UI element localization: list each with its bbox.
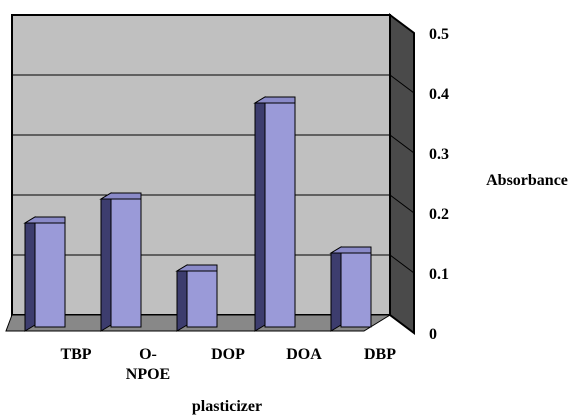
x-tick-label: DBP (364, 346, 396, 363)
y-tick-label: 0.1 (429, 266, 449, 283)
bars (23, 96, 372, 332)
bar-side (176, 264, 188, 332)
x-tick-label: DOA (286, 346, 322, 363)
y-tick-label: 0 (429, 326, 437, 343)
gridlines (12, 74, 415, 274)
bar-front (34, 222, 66, 328)
bar-side (24, 216, 36, 332)
y-axis-label: Absorbance (486, 172, 568, 189)
y-tick-label: 0.5 (429, 26, 449, 43)
bar (99, 192, 142, 332)
bar-front (110, 198, 142, 328)
y-tick-label: 0.4 (429, 86, 449, 103)
bar-side (100, 192, 112, 332)
bar (175, 264, 218, 332)
bar (23, 216, 66, 332)
plot-side-wall (389, 13, 415, 335)
gridline-side (389, 254, 415, 274)
x-axis-label: plasticizer (192, 398, 262, 415)
bar (253, 96, 296, 332)
bar-side (254, 96, 266, 332)
gridline-side (389, 74, 415, 94)
bar-front (264, 102, 296, 328)
x-tick-label: TBP (60, 346, 91, 363)
bar-side (330, 246, 342, 332)
y-tick-label: 0.2 (429, 206, 449, 223)
y-tick-labels: 0 0.1 0.2 0.3 0.4 0.5 (429, 26, 449, 343)
y-tick-label: 0.3 (429, 146, 449, 163)
x-tick-label: NPOE (126, 366, 170, 383)
bar-front (340, 252, 372, 328)
x-tick-label: O- (139, 346, 157, 363)
gridline-side (389, 194, 415, 214)
x-tick-labels: TBP O- NPOE DOP DOA DBP (60, 346, 396, 383)
bar-front (186, 270, 218, 328)
bar (329, 246, 372, 332)
gridline-side (389, 134, 415, 154)
x-tick-label: DOP (211, 346, 245, 363)
